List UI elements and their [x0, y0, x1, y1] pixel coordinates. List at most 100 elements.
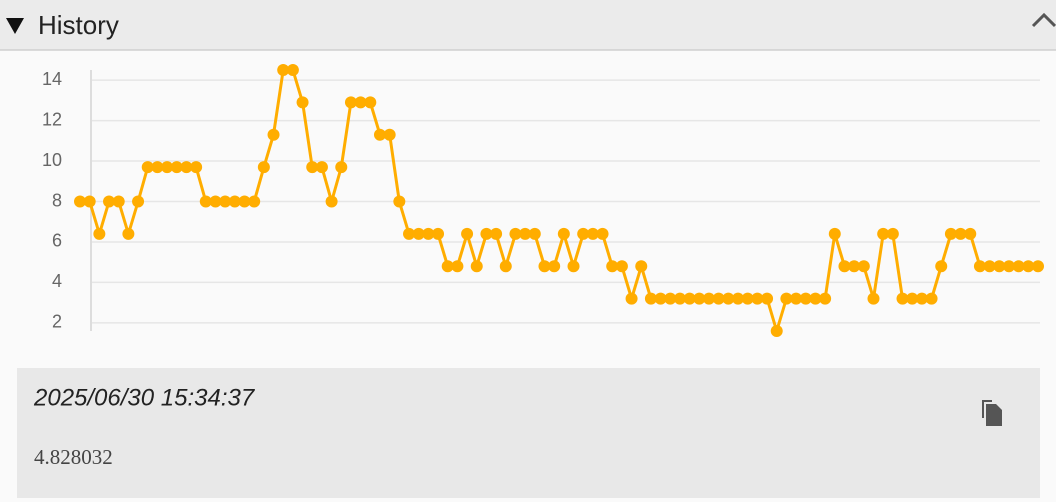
data-point	[954, 227, 967, 240]
data-point	[528, 227, 541, 240]
data-point	[1032, 260, 1044, 273]
data-point	[277, 64, 290, 76]
data-point	[819, 292, 832, 305]
data-point	[132, 195, 145, 208]
data-point	[548, 260, 561, 273]
copy-icon-front	[986, 404, 1002, 426]
data-point	[577, 227, 590, 240]
data-point	[470, 260, 483, 273]
data-point	[780, 292, 793, 305]
data-point	[122, 227, 135, 240]
data-point	[683, 292, 696, 305]
data-point	[896, 292, 909, 305]
data-point	[499, 260, 512, 273]
data-point	[461, 227, 474, 240]
data-point	[344, 96, 357, 109]
data-point	[151, 161, 164, 174]
data-point	[209, 195, 222, 208]
data-point	[741, 292, 754, 305]
data-point	[451, 260, 464, 273]
data-point	[993, 260, 1006, 273]
data-point	[112, 195, 125, 208]
data-point	[886, 227, 899, 240]
data-point	[315, 161, 328, 174]
header-title: History	[38, 10, 119, 40]
data-point	[1002, 260, 1015, 273]
y-tick-label: 6	[52, 231, 62, 251]
data-point	[170, 161, 183, 174]
data-point	[644, 292, 657, 305]
data-point	[983, 260, 996, 273]
data-point	[1012, 260, 1025, 273]
data-point	[383, 128, 396, 141]
data-point	[519, 227, 532, 240]
data-point	[422, 227, 435, 240]
data-point	[828, 227, 841, 240]
detail-panel	[17, 368, 1040, 498]
data-point	[93, 227, 106, 240]
data-point	[335, 161, 348, 174]
data-point	[635, 260, 648, 273]
data-point	[790, 292, 803, 305]
data-point	[141, 161, 154, 174]
data-point	[606, 260, 619, 273]
data-point	[664, 292, 677, 305]
data-point	[296, 96, 309, 109]
data-point	[103, 195, 116, 208]
data-point	[809, 292, 822, 305]
data-point	[393, 195, 406, 208]
data-point	[509, 227, 522, 240]
data-point	[702, 292, 715, 305]
data-point	[722, 292, 735, 305]
data-point	[925, 292, 938, 305]
detail-value: 4.828032	[34, 445, 113, 469]
data-point	[161, 161, 174, 174]
data-point	[432, 227, 445, 240]
y-tick-label: 12	[42, 109, 62, 129]
data-point	[257, 161, 270, 174]
data-point	[615, 260, 628, 273]
data-point	[306, 161, 319, 174]
data-point	[238, 195, 251, 208]
data-point	[490, 227, 503, 240]
data-point	[935, 260, 948, 273]
y-tick-label: 10	[42, 150, 62, 170]
y-tick-label: 2	[52, 312, 62, 332]
data-point	[228, 195, 241, 208]
data-point	[857, 260, 870, 273]
data-point	[693, 292, 706, 305]
data-point	[373, 128, 386, 141]
data-point	[557, 227, 570, 240]
data-point	[732, 292, 745, 305]
data-point	[74, 195, 86, 208]
data-point	[199, 195, 212, 208]
data-point	[761, 292, 774, 305]
data-point	[403, 227, 416, 240]
detail-timestamp: 2025/06/30 15:34:37	[33, 384, 256, 411]
data-point	[944, 227, 957, 240]
data-point	[267, 128, 280, 141]
data-point	[441, 260, 454, 273]
data-point	[712, 292, 725, 305]
data-point	[964, 227, 977, 240]
data-point	[799, 292, 812, 305]
header-bar[interactable]	[0, 0, 1056, 50]
data-point	[838, 260, 851, 273]
data-point	[848, 260, 861, 273]
data-point	[906, 292, 919, 305]
data-point	[480, 227, 493, 240]
data-point	[567, 260, 580, 273]
data-point	[325, 195, 338, 208]
collapse-toggle[interactable]	[6, 18, 24, 34]
copy-button[interactable]	[982, 400, 1002, 426]
collapse-chevron[interactable]	[1031, 12, 1056, 28]
y-tick-label: 4	[52, 271, 62, 291]
data-point	[190, 161, 203, 174]
data-point	[538, 260, 551, 273]
data-point	[673, 292, 686, 305]
data-point	[596, 227, 609, 240]
data-point	[286, 64, 299, 76]
data-point	[412, 227, 425, 240]
data-point	[625, 292, 638, 305]
